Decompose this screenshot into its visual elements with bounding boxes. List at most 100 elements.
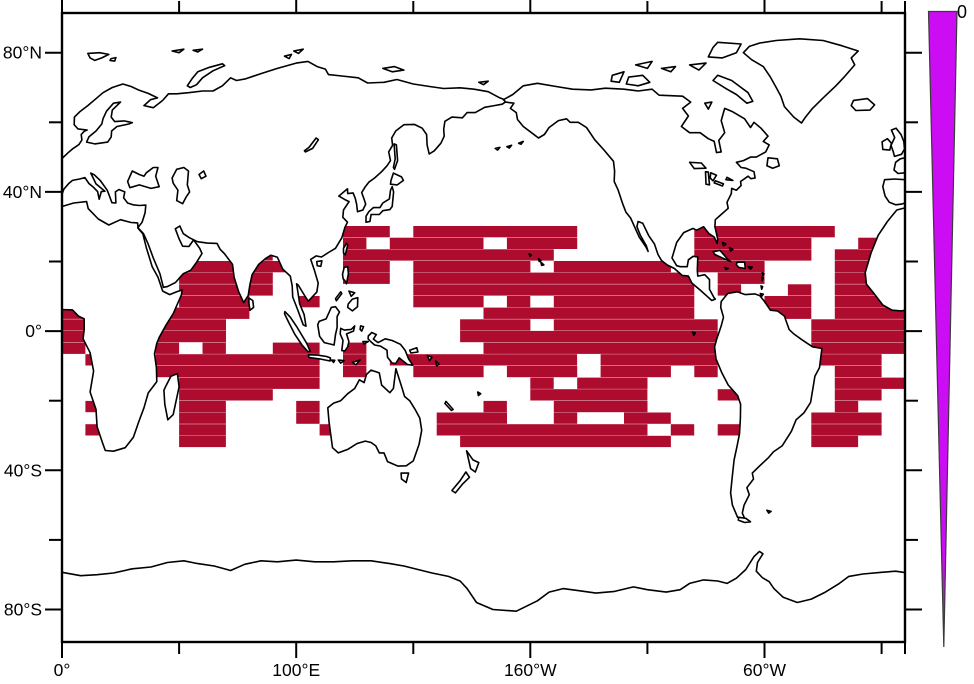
coastline-path <box>192 48 204 53</box>
coastline-path <box>389 172 405 186</box>
coastline-path <box>893 157 906 175</box>
data-cell <box>296 412 320 424</box>
coastline-path <box>330 359 336 364</box>
coastline-path <box>882 178 906 206</box>
data-cell <box>436 412 507 424</box>
coastline-path <box>688 161 707 170</box>
data-cell <box>694 365 718 378</box>
data-cell <box>85 424 109 436</box>
coastline-path <box>327 367 423 467</box>
data-cell <box>600 354 718 366</box>
coastline-path <box>691 331 697 337</box>
data-cell <box>624 412 671 424</box>
coastline-path <box>316 260 323 268</box>
coastline-path <box>494 146 501 151</box>
coastline-path <box>728 246 734 252</box>
coastline-path <box>850 97 876 112</box>
data-cell <box>413 284 695 296</box>
coastline-path <box>478 80 489 86</box>
data-cell <box>811 412 882 424</box>
data-cell <box>506 296 531 308</box>
coastline-path <box>316 305 341 346</box>
x-axis-tick-label: 160°W <box>504 660 557 680</box>
coastline-path <box>392 143 399 171</box>
data-cell <box>694 226 835 238</box>
axis-ticks-layer <box>45 0 922 658</box>
data-cell <box>272 342 320 354</box>
coastline-path <box>713 180 725 187</box>
data-cell <box>811 330 905 343</box>
data-cell <box>62 319 86 331</box>
coastline-path <box>109 56 117 62</box>
data-cell <box>483 342 718 354</box>
coastline-path <box>634 60 653 70</box>
data-cell <box>717 389 742 401</box>
coastline-path <box>171 166 191 205</box>
coastline-path <box>712 74 754 104</box>
data-cell <box>834 284 882 296</box>
coastline-path <box>382 65 405 73</box>
data-cell <box>62 330 86 343</box>
x-axis-tick-label: 60°W <box>743 660 786 680</box>
coastline-path <box>400 472 410 484</box>
data-cell <box>155 365 320 378</box>
coastline-path <box>362 340 370 345</box>
coastline-path <box>451 471 471 494</box>
coastline-path <box>766 509 772 514</box>
data-cell <box>483 400 507 413</box>
data-cell <box>343 365 367 378</box>
data-cell <box>530 389 648 401</box>
data-cell <box>834 377 906 389</box>
coastline-path <box>890 127 906 158</box>
coastline-path <box>742 38 859 124</box>
coastline-path <box>339 325 356 352</box>
coastline-path <box>426 354 433 362</box>
data-cell <box>179 412 226 424</box>
data-cell <box>787 284 812 296</box>
data-cell <box>155 330 226 343</box>
coastline-path <box>747 265 754 270</box>
coastline-path <box>625 74 651 87</box>
coastline-path <box>408 347 419 354</box>
data-cell <box>202 342 226 354</box>
data-cell <box>600 365 671 378</box>
coastline-path <box>346 296 359 312</box>
coastline-path <box>688 62 707 71</box>
data-cell <box>413 261 531 273</box>
coastline-path <box>283 53 293 60</box>
data-cell <box>553 412 578 424</box>
coastline-path <box>506 144 513 149</box>
coastline-path <box>760 276 765 282</box>
coastline-path <box>723 266 729 271</box>
coastline-path <box>704 170 711 186</box>
coastline-path <box>342 242 349 256</box>
data-cell <box>155 342 180 354</box>
data-cell <box>413 365 484 378</box>
data-cell <box>530 377 554 389</box>
colorbar <box>927 10 958 648</box>
data-cell <box>155 307 250 319</box>
data-cell <box>460 435 671 448</box>
colorbar-wedge <box>927 10 958 648</box>
data-cell <box>553 296 695 308</box>
data-cell <box>343 249 554 261</box>
data-cell <box>436 424 648 436</box>
coastline-path <box>307 354 332 362</box>
data-cell <box>834 261 882 273</box>
data-cell <box>670 424 695 436</box>
data-cell <box>155 319 226 331</box>
coastline-path <box>712 249 732 263</box>
coastline-path <box>709 172 718 182</box>
coastline-path <box>61 60 509 327</box>
data-cell <box>506 237 578 249</box>
coastline-path <box>444 400 454 412</box>
data-cell <box>717 424 742 436</box>
coastline-path <box>610 71 625 84</box>
data-cell <box>343 354 367 366</box>
coastline-path <box>163 372 180 421</box>
coastline-path <box>540 261 545 267</box>
data-cell <box>811 424 882 436</box>
coastline-path <box>61 200 183 452</box>
